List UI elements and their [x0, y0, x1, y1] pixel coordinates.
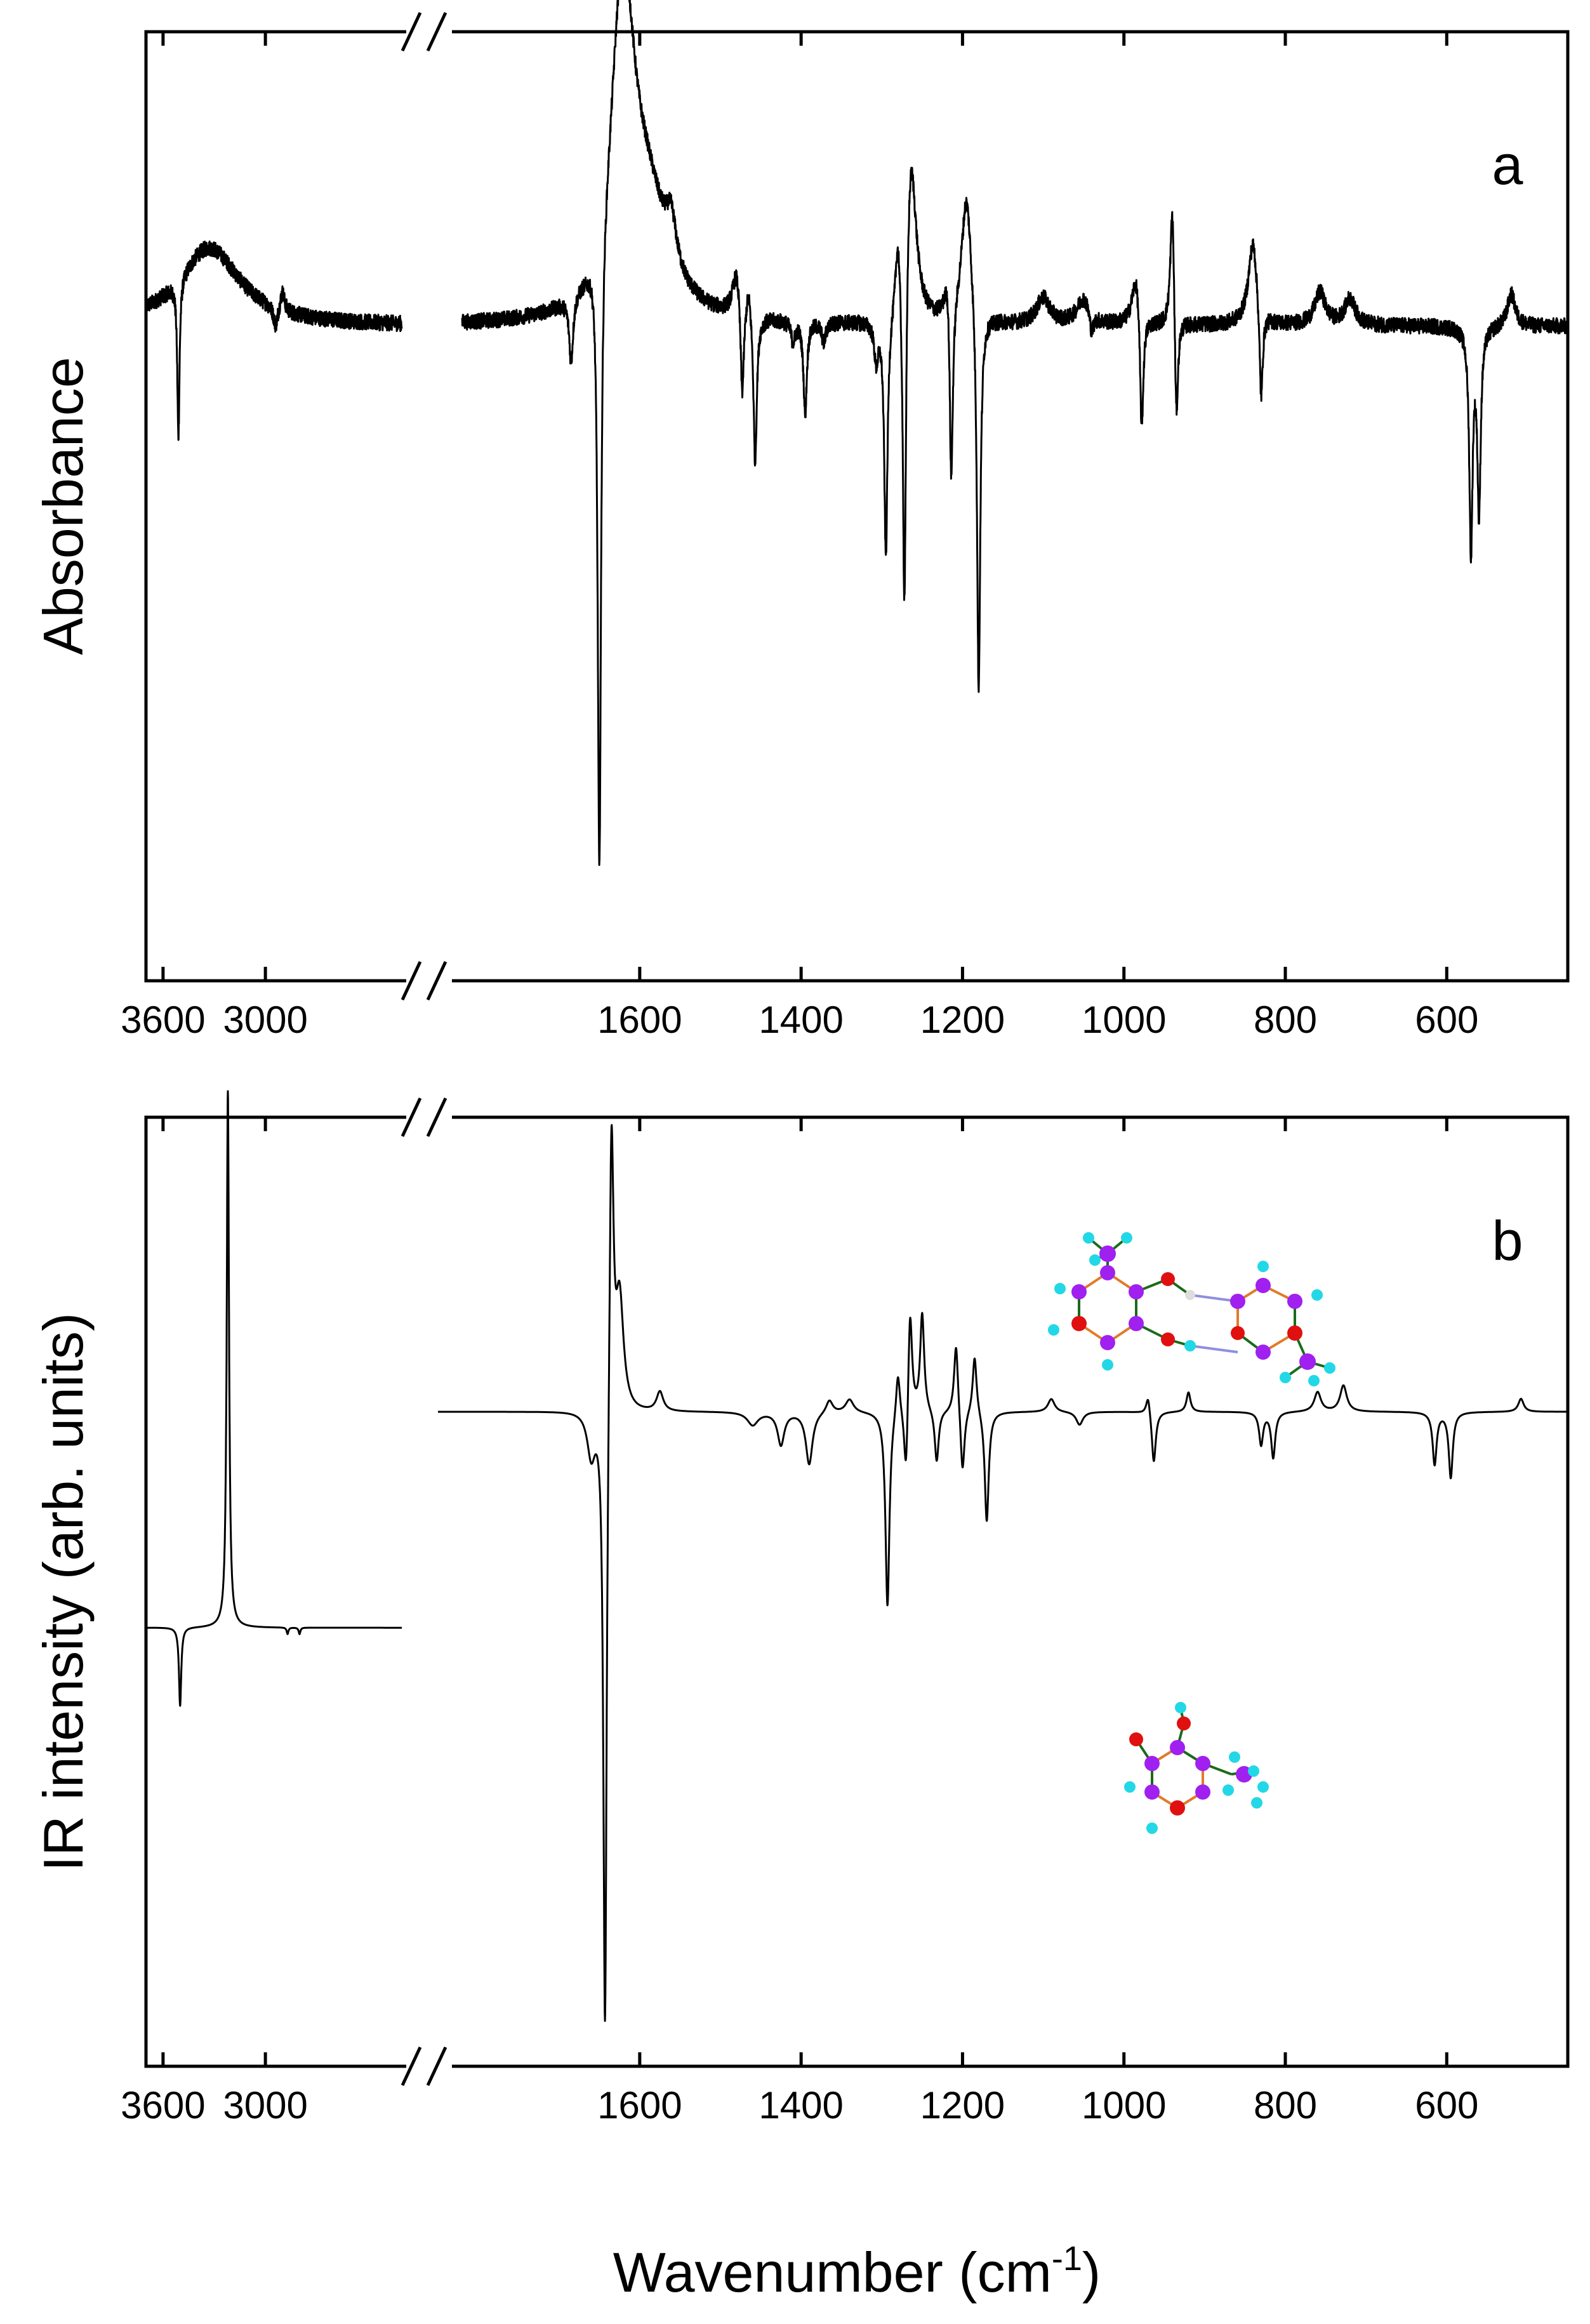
panel-b-spectrum-high	[145, 1090, 403, 1707]
x-tick-label-3600: 3600	[121, 2084, 205, 2127]
x-tick-label-1000: 1000	[1082, 999, 1166, 1041]
x-tick-label-1600: 1600	[597, 2084, 682, 2127]
x-axis-title: Wavenumber (cm-1)	[613, 2240, 1101, 2304]
axis-break-mark	[401, 1097, 422, 1138]
x-tick-label-3000: 3000	[223, 2084, 307, 2127]
panel-b-spectrum-fingerprint	[437, 1124, 1569, 2022]
x-tick-label-600: 600	[1415, 999, 1478, 1041]
axis-break-gap	[406, 28, 452, 36]
axis-break-mark	[426, 2046, 447, 2087]
x-tick-label-1600: 1600	[597, 999, 682, 1041]
x-tick-label-1000: 1000	[1082, 2084, 1166, 2127]
x-tick-label-3600: 3600	[121, 999, 205, 1041]
x-tick-label-3000: 3000	[223, 999, 307, 1041]
axis-break-gap	[406, 977, 452, 985]
axis-break-mark	[401, 960, 422, 1001]
x-tick-label-800: 800	[1254, 999, 1317, 1041]
axis-break-gap	[406, 2062, 452, 2070]
panel-b-y-axis-title: IR intensity (arb. units)	[32, 1313, 95, 1871]
axis-break-gap	[406, 1113, 452, 1121]
panel-b-frame	[144, 1115, 1570, 2068]
axis-break-mark	[401, 11, 422, 52]
axis-break-mark	[426, 1097, 447, 1138]
panel-b-label: b	[1492, 1209, 1523, 1272]
panel-b: 3600 3000 1600 1400 1200 1000 800 600 b IR inte…	[32, 1090, 1570, 2127]
x-tick-label-1200: 1200	[920, 2084, 1005, 2127]
panel-a-spectrum-fingerprint	[461, 0, 1569, 867]
dimer-molecule-icon	[1048, 1232, 1335, 1386]
axis-break-mark	[426, 11, 447, 52]
x-tick-label-800: 800	[1254, 2084, 1317, 2127]
x-axis-title-superscript: -1	[1052, 2240, 1082, 2278]
x-tick-label-600: 600	[1415, 2084, 1478, 2127]
panel-a-label: a	[1492, 133, 1523, 196]
x-axis-title-text: Wavenumber (cm	[613, 2241, 1052, 2304]
x-tick-label-1400: 1400	[759, 2084, 843, 2127]
panel-a-frame	[144, 30, 1570, 983]
panel-a: 3600 3000 1600 1400 1200 1000 800 600 a Absorba…	[32, 0, 1570, 1041]
panel-a-y-axis-title: Absorbance	[32, 357, 95, 655]
x-tick-label-1400: 1400	[759, 999, 843, 1041]
x-axis-title-suffix: )	[1082, 2241, 1101, 2304]
x-tick-label-1200: 1200	[920, 999, 1005, 1041]
axis-break-mark	[426, 960, 447, 1001]
panel-a-spectrum-high	[145, 240, 403, 441]
monomer-molecule-icon	[1124, 1702, 1269, 1834]
axis-break-mark	[401, 2046, 422, 2087]
